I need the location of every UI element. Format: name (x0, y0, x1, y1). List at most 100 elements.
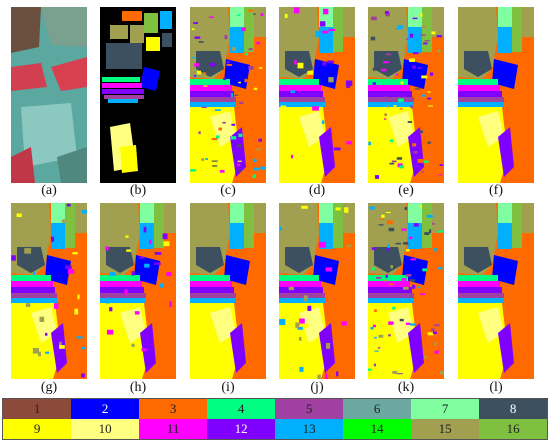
region-stripe (75, 203, 87, 233)
noise (211, 137, 218, 141)
noise (232, 47, 236, 51)
region-blue (224, 59, 250, 89)
region-purple (230, 127, 246, 177)
noise (280, 105, 287, 109)
noise (149, 239, 152, 245)
noise (323, 8, 329, 15)
noise (219, 170, 225, 173)
noise (201, 158, 205, 161)
region-blue (134, 255, 160, 285)
region-purple (51, 323, 67, 373)
noise (298, 336, 302, 341)
noise (426, 121, 433, 123)
band (11, 275, 51, 281)
noise (318, 241, 326, 248)
noise (420, 34, 426, 36)
fc-brown (11, 7, 41, 53)
noise (196, 70, 202, 75)
band (279, 275, 319, 281)
noise (383, 96, 387, 100)
band (100, 293, 146, 298)
noise (409, 33, 414, 38)
noise (295, 322, 300, 328)
noise (439, 370, 444, 375)
noise (391, 32, 397, 35)
noise (109, 272, 116, 277)
noise (335, 207, 341, 211)
noise (385, 211, 391, 214)
band (368, 79, 408, 85)
noise (438, 174, 443, 176)
caption-g: (g) (40, 380, 58, 395)
noise (386, 248, 389, 251)
band (190, 287, 234, 293)
region-stripe (51, 223, 65, 249)
noise (281, 116, 286, 121)
noise (404, 207, 408, 211)
noise (190, 168, 196, 172)
band (458, 85, 500, 91)
panel-k (368, 203, 444, 379)
noise (131, 343, 135, 347)
noise (389, 162, 395, 165)
region-stripe (230, 223, 244, 249)
noise (230, 92, 234, 97)
region-purple (319, 127, 335, 177)
band (190, 91, 234, 97)
noise (105, 246, 109, 251)
noise (224, 35, 228, 40)
noise (423, 156, 426, 160)
noise (131, 221, 135, 226)
noise (154, 262, 161, 265)
noise (252, 174, 256, 179)
region-dark (17, 247, 45, 273)
noise (417, 286, 421, 289)
noise (11, 255, 16, 261)
fc-dark (57, 147, 87, 183)
region-stripe (319, 27, 333, 53)
region-stripe (319, 203, 333, 223)
region-stripe (422, 7, 432, 52)
band (368, 287, 412, 293)
noise (64, 265, 72, 269)
noise (393, 104, 397, 107)
band (458, 293, 504, 298)
noise (385, 274, 388, 278)
noise (245, 79, 252, 81)
noise (234, 94, 239, 96)
noise (236, 14, 241, 16)
noise (209, 63, 216, 67)
panel-a (11, 7, 87, 183)
noise (125, 235, 129, 238)
noise (299, 318, 305, 324)
noise (346, 141, 352, 145)
caption-l: (l) (489, 380, 503, 395)
noise (124, 289, 128, 296)
noise (419, 205, 423, 208)
gt-field (122, 11, 142, 21)
noise (45, 351, 50, 354)
region-blue (45, 255, 71, 285)
noise (192, 56, 195, 59)
noise (334, 147, 341, 151)
noise (426, 214, 433, 218)
noise (105, 297, 110, 304)
noise (336, 371, 339, 377)
region-stripe (230, 27, 244, 53)
noise (386, 105, 390, 108)
noise (194, 36, 201, 39)
region-dark (106, 247, 134, 273)
noise (67, 269, 75, 274)
noise (399, 318, 404, 322)
noise (414, 88, 421, 90)
noise (388, 227, 395, 232)
legend-cell-7: 7 (411, 399, 480, 419)
band (279, 287, 323, 293)
caption-h: (h) (129, 380, 147, 395)
band (368, 102, 414, 107)
noise (259, 45, 263, 49)
noise (427, 332, 434, 336)
noise (74, 308, 79, 315)
band (368, 85, 410, 91)
legend-cell-13: 13 (275, 419, 344, 439)
